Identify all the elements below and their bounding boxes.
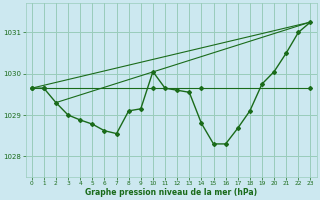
X-axis label: Graphe pression niveau de la mer (hPa): Graphe pression niveau de la mer (hPa) (85, 188, 257, 197)
